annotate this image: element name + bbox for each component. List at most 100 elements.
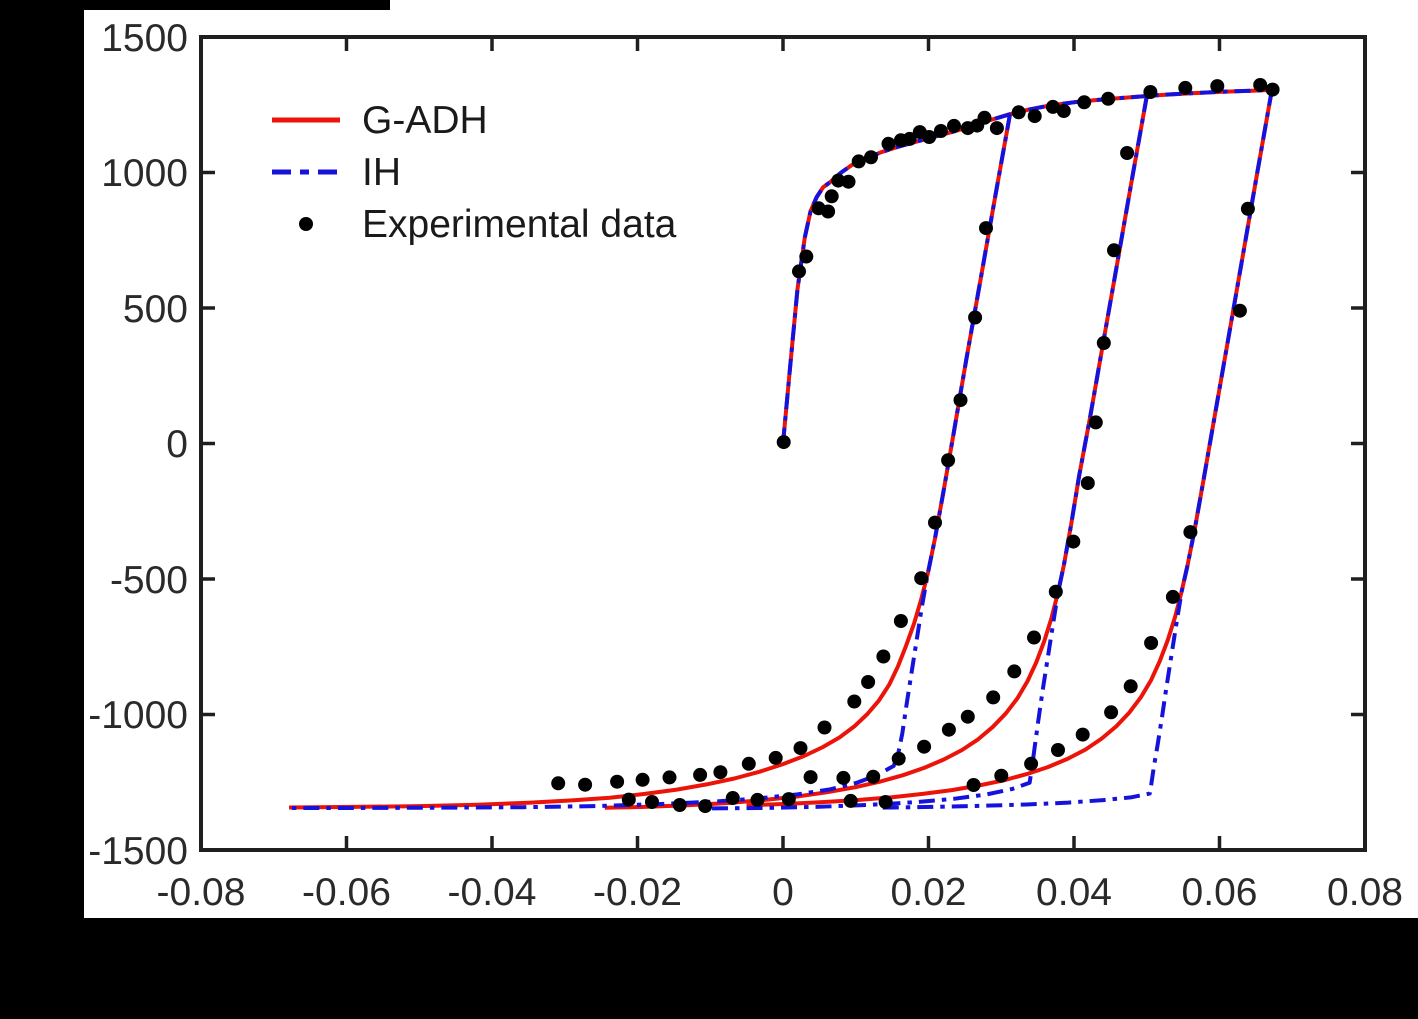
x-tick-label-7: 0.06 (1182, 871, 1258, 914)
experimental-dot (1027, 109, 1042, 124)
experimental-dot (881, 136, 896, 151)
experimental-dot (713, 765, 728, 780)
x-tick-label-2: -0.04 (448, 871, 537, 914)
x-tick-label-8: 0.08 (1327, 871, 1403, 914)
experimental-dot (817, 720, 832, 735)
experimental-dot (1101, 91, 1116, 106)
experimental-dot (960, 709, 975, 724)
experimental-dot (781, 792, 796, 807)
experimental-dot (917, 739, 932, 754)
legend-label-ih: IH (362, 151, 401, 194)
experimental-dot (928, 515, 942, 530)
experimental-dot (994, 768, 1009, 783)
experimental-dot (662, 770, 677, 785)
experimental-dot (841, 174, 856, 189)
experimental-dot (902, 131, 917, 146)
x-tick-label-5: 0.02 (891, 871, 967, 914)
experimental-dot (847, 694, 862, 709)
series-ih-unload-3 (881, 89, 1274, 810)
legend-label-g-adh: G-ADH (362, 99, 488, 142)
experimental-dot (831, 173, 846, 188)
y-tick-label-1: 1000 (101, 152, 188, 195)
experimental-dot (645, 795, 659, 809)
experimental-dot (610, 774, 625, 789)
experimental-dot (1066, 534, 1081, 549)
experimental-dot (578, 777, 593, 792)
experimental-dot (768, 750, 783, 765)
experimental-dot (1165, 589, 1180, 604)
experimental-dot (725, 791, 740, 805)
experimental-dot (1048, 584, 1063, 599)
experimental-dot (1075, 727, 1090, 742)
legend: G-ADH IH Experimental data (272, 99, 677, 246)
experimental-dot (933, 124, 948, 138)
experimental-dot (1045, 99, 1060, 114)
experimental-dot (1143, 85, 1158, 99)
experimental-dot (986, 690, 1001, 705)
experimental-dot (953, 393, 968, 408)
experimental-dot (851, 154, 866, 169)
y-tick-label-2: 500 (123, 288, 188, 331)
experimental-dot (836, 770, 851, 785)
experimental-dot (864, 150, 878, 165)
experimental-dot (750, 792, 765, 807)
experimental-dot (941, 453, 956, 468)
x-tick-label-0: -0.08 (157, 871, 246, 914)
experimental-dot (1183, 525, 1198, 540)
experimental-dot (1011, 105, 1026, 120)
experimental-dot (893, 614, 908, 628)
experimental-dot (1027, 630, 1041, 645)
experimental-dot (635, 772, 650, 787)
experimental-dot (876, 649, 891, 664)
experimental-dot (1056, 104, 1071, 118)
experimental-dot (793, 741, 808, 756)
legend-label-experimental-data: Experimental data (362, 203, 677, 246)
experimental-dot (698, 799, 713, 814)
x-tick-label-6: 0.04 (1036, 871, 1112, 914)
series-ih-unload-2 (702, 95, 1149, 811)
experimental-dot (968, 310, 983, 325)
y-tick-label-3: 0 (166, 423, 188, 466)
legend-swatch-experimental-dot (299, 217, 313, 231)
experimental-dot (1240, 201, 1255, 216)
experimental-dot (1144, 636, 1159, 650)
experimental-dot (776, 435, 791, 450)
plot-border (199, 35, 1367, 852)
experimental-dot (979, 221, 993, 236)
experimental-dot (1077, 95, 1092, 110)
experimental-dot (947, 118, 961, 133)
x-axis-labels: -0.08 -0.06 -0.04 -0.02 0 0.02 0.04 0.06… (157, 871, 1403, 914)
experimental-dot (1232, 303, 1247, 318)
experimental-dot (799, 249, 814, 264)
x-tick-label-1: -0.06 (302, 871, 391, 914)
experimental-dot (551, 776, 566, 791)
experimental-dot (741, 756, 756, 771)
experimental-dot (878, 795, 893, 809)
experimental-dot (966, 778, 981, 792)
experimental-dot (672, 798, 687, 812)
experimental-dot (1024, 756, 1039, 771)
experimental-dot (1253, 78, 1268, 92)
experimental-dot (989, 121, 1004, 136)
y-tick-label-0: 1500 (101, 17, 188, 60)
experimental-dots-group (551, 78, 1280, 814)
experimental-dot (1178, 80, 1193, 95)
experimental-dot (1265, 82, 1280, 97)
experimental-dot (1096, 336, 1111, 350)
white-top-sliver (390, 0, 1418, 10)
y-tick-label-6: -1500 (88, 830, 188, 873)
experimental-dot (824, 189, 839, 204)
experimental-dot (977, 110, 992, 125)
y-tick-label-5: -1000 (88, 694, 188, 737)
experimental-dot (792, 264, 806, 279)
experimental-dot (861, 675, 876, 689)
experimental-dot (1107, 243, 1121, 258)
white-figure-panel (84, 10, 1418, 918)
y-tick-label-4: -500 (110, 559, 188, 602)
experimental-dot (1007, 664, 1022, 679)
experimental-dot (914, 571, 929, 586)
x-tick-label-3: -0.02 (593, 871, 682, 914)
experimental-dot (941, 722, 956, 737)
experimental-dot (866, 769, 881, 784)
